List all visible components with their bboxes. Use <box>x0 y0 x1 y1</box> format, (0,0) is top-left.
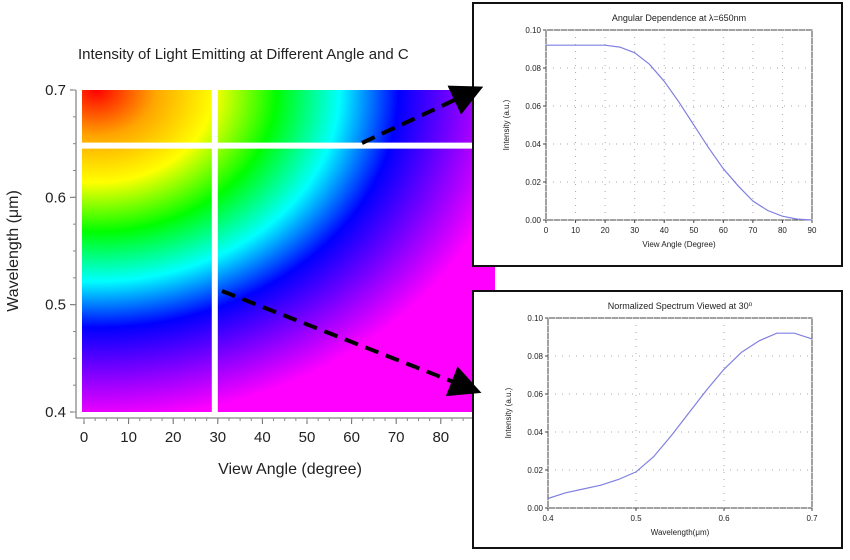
x-tick-label: 0.7 <box>806 514 818 523</box>
x-tick-label: 10 <box>571 226 580 235</box>
y-tick-label: 0.10 <box>527 314 543 323</box>
y-tick-label: 0.06 <box>525 102 541 111</box>
x-tick-label: 10 <box>120 429 137 446</box>
spectrum-panel: Normalized Spectrum Viewed at 30⁰ 0.4 0.5 0… <box>472 290 843 549</box>
x-tick-label: 30 <box>209 429 226 446</box>
data-series-line <box>547 332 813 500</box>
y-tick-label: 0.4 <box>45 404 66 421</box>
x-tick-label: 60 <box>343 429 360 446</box>
y-tick-label: 0.10 <box>525 26 541 35</box>
inset-chart-title: Angular Dependence at λ=650nm <box>612 13 746 23</box>
inset-plot-frame <box>545 29 813 221</box>
y-tick-label: 0.7 <box>45 82 66 99</box>
x-tick-label: 0.5 <box>630 514 642 523</box>
heatmap-title: Intensity of Light Emitting at Different… <box>78 46 409 63</box>
x-tick-label: 50 <box>689 226 698 235</box>
x-tick-label: 40 <box>254 429 271 446</box>
y-axis-label: Intensity (a.u.) <box>504 387 513 438</box>
y-tick-label: 0.5 <box>45 297 66 314</box>
x-tick-label: 20 <box>165 429 182 446</box>
y-tick-label: 0.08 <box>525 64 541 73</box>
x-tick-label: 0.4 <box>542 514 554 523</box>
y-tick-label: 0.04 <box>525 140 541 149</box>
y-tick-label: 0.08 <box>527 352 543 361</box>
x-tick-label: 50 <box>299 429 316 446</box>
inset-plot-frame <box>547 317 813 509</box>
y-tick-label: 0.04 <box>527 428 543 437</box>
data-series-line <box>546 44 813 221</box>
x-tick-label: 0 <box>544 226 549 235</box>
x-tick-label: 80 <box>778 226 787 235</box>
x-tick-label: 70 <box>388 429 405 446</box>
x-tick-label: 0.6 <box>718 514 730 523</box>
x-axis-label: View Angle (Degree) <box>642 240 716 249</box>
heatmap-chart: 0 10 20 30 40 50 60 70 80 0.4 0.5 0.6 0.7 View Angle … <box>5 82 495 478</box>
y-tick-label: 0.6 <box>45 189 66 206</box>
x-tick-label: 0 <box>80 429 88 446</box>
spectrum-chart: Normalized Spectrum Viewed at 30⁰ 0.4 0.5 0… <box>504 301 818 537</box>
x-tick-label: 20 <box>601 226 610 235</box>
x-tick-label: 40 <box>660 226 669 235</box>
inset-chart-title: Normalized Spectrum Viewed at 30⁰ <box>608 301 753 311</box>
y-tick-label: 0.00 <box>525 216 541 225</box>
x-axis-label: Wavelength(μm) <box>651 528 710 537</box>
y-tick-label: 0.06 <box>527 390 543 399</box>
heatmap-surface <box>82 90 495 412</box>
y-tick-label: 0.02 <box>525 178 541 187</box>
x-axis-label: View Angle (degree) <box>218 461 362 478</box>
y-tick-label: 0.00 <box>527 504 543 513</box>
x-tick-label: 80 <box>432 429 449 446</box>
y-tick-label: 0.02 <box>527 466 543 475</box>
y-axis-label: Intensity (a.u.) <box>502 99 511 150</box>
angular-dependence-chart: Angular Dependence at λ=650nm 0 10 20 30 40 50… <box>502 13 817 249</box>
x-tick-label: 70 <box>748 226 757 235</box>
angular-dependence-panel: Angular Dependence at λ=650nm 0 10 20 30 40 50… <box>472 2 843 267</box>
x-tick-label: 60 <box>719 226 728 235</box>
x-tick-label: 30 <box>630 226 639 235</box>
x-tick-label: 90 <box>808 226 817 235</box>
y-axis-label: Wavelength (μm) <box>5 190 22 312</box>
